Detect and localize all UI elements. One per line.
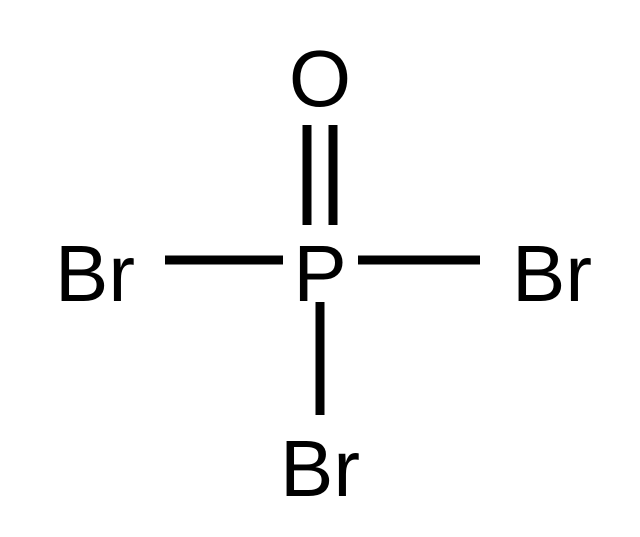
atom-label-p: P: [293, 229, 346, 318]
atom-label-br_left: Br: [55, 229, 135, 318]
atom-label-br_right: Br: [512, 229, 592, 318]
atom-label-br_down: Br: [280, 424, 360, 513]
molecule-diagram: P O Br Br Br: [0, 0, 640, 537]
atom-label-o: O: [289, 34, 351, 123]
